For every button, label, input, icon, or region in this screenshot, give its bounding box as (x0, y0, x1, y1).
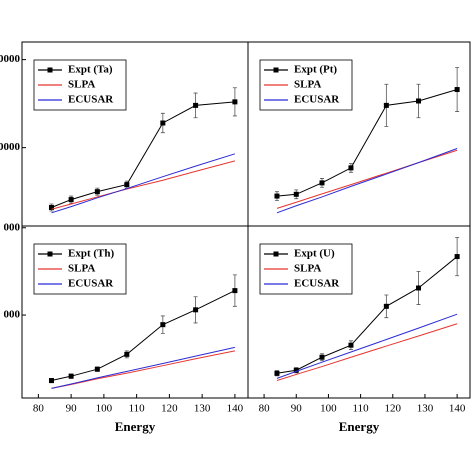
y-tick-label: 0000 (0, 141, 21, 153)
y-tick-label: 000 (4, 309, 21, 321)
x-tick-label: 130 (417, 403, 434, 415)
legend-label: ECUSAR (294, 94, 340, 106)
marker (454, 87, 460, 93)
legend-label: Expt (Th) (68, 248, 114, 260)
marker (319, 354, 325, 360)
marker (454, 254, 460, 260)
marker (94, 189, 100, 195)
legend-label: SLPA (68, 263, 95, 275)
series-line (51, 153, 236, 214)
legend-label: SLPA (294, 263, 321, 275)
y-tick-label: 000 (4, 221, 21, 233)
x-tick-label: 90 (291, 403, 303, 415)
marker (160, 120, 166, 126)
x-tick-label: 80 (33, 403, 45, 415)
marker (160, 322, 166, 328)
series-line (51, 160, 236, 210)
legend-marker (47, 251, 53, 257)
marker (416, 285, 422, 291)
y-tick-label: 0000 (0, 53, 21, 65)
x-tick-label: 120 (161, 403, 178, 415)
plot-frame (247, 225, 471, 399)
marker (193, 102, 199, 108)
marker (68, 197, 74, 203)
marker (193, 307, 199, 313)
marker (48, 205, 54, 211)
x-tick-label: 120 (385, 403, 402, 415)
marker (293, 367, 299, 373)
marker (293, 191, 299, 197)
marker (383, 102, 389, 108)
marker (68, 373, 74, 379)
x-tick-label: 110 (129, 403, 146, 415)
legend-label: ECUSAR (68, 94, 114, 106)
plot-frame (21, 225, 249, 399)
marker (124, 182, 130, 188)
series-line (51, 101, 235, 208)
marker (319, 180, 325, 186)
marker (383, 303, 389, 309)
legend-label: Expt (Ta) (68, 64, 113, 76)
legend-box (259, 243, 353, 295)
legend-label: SLPA (68, 79, 95, 91)
legend-marker (273, 251, 279, 257)
x-tick-label: 80 (259, 403, 271, 415)
marker (416, 98, 422, 104)
x-tick-label: 110 (353, 403, 370, 415)
legend-label: Expt (U) (294, 248, 335, 260)
x-tick-label: 100 (320, 403, 337, 415)
x-tick-label: 140 (227, 403, 244, 415)
x-tick-label: 140 (449, 403, 466, 415)
series-line (51, 350, 235, 389)
marker (124, 351, 130, 357)
legend-marker (273, 67, 279, 73)
legend-box (33, 243, 127, 295)
series-line (51, 346, 236, 389)
marker (232, 288, 238, 294)
marker (94, 366, 100, 372)
x-tick-label: 100 (96, 403, 113, 415)
legend-box (259, 59, 353, 111)
x-axis-label: Energy (115, 419, 156, 434)
series-line (276, 313, 458, 379)
marker (232, 99, 238, 105)
series-line (276, 148, 458, 214)
marker (348, 165, 354, 171)
legend-label: Expt (Pt) (294, 64, 337, 76)
legend-label: ECUSAR (68, 278, 114, 290)
x-tick-label: 130 (194, 403, 211, 415)
x-axis-label: Energy (339, 419, 380, 434)
series-line (276, 149, 458, 209)
marker (274, 193, 280, 199)
legend-label: SLPA (294, 79, 321, 91)
legend-box (33, 59, 127, 111)
series-line (51, 290, 236, 382)
x-tick-label: 90 (66, 403, 78, 415)
marker (348, 342, 354, 348)
series-line (276, 323, 458, 382)
marker (274, 370, 280, 376)
legend-label: ECUSAR (294, 278, 340, 290)
legend-marker (47, 67, 53, 73)
marker (48, 378, 54, 384)
